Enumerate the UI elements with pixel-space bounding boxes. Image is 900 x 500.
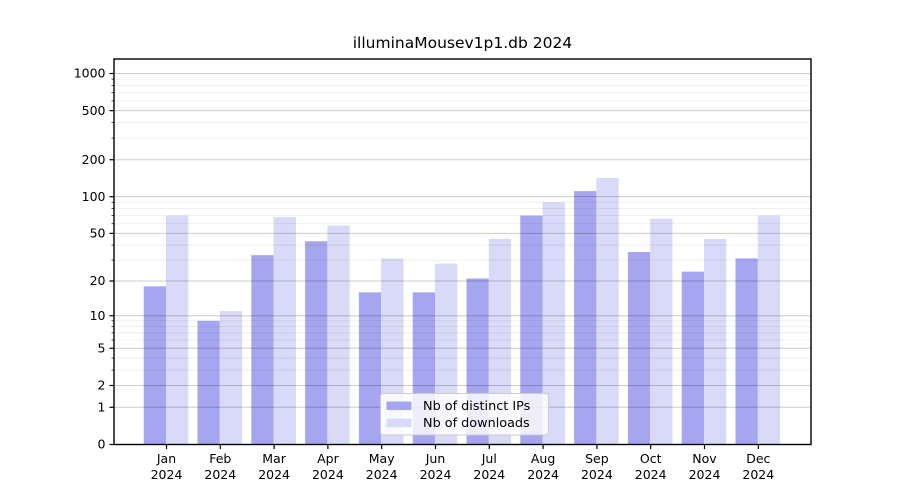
x-tick-label-year: 2024 — [312, 467, 344, 482]
bar-distinct-ips-sep — [574, 191, 597, 445]
bar-downloads-feb — [219, 311, 243, 445]
plot-frame — [113, 58, 812, 446]
y-tick-label: 20 — [90, 273, 106, 288]
x-tick-label-month: Nov — [692, 451, 717, 466]
x-tick-label-year: 2024 — [689, 467, 721, 482]
bar-downloads-oct — [650, 218, 673, 445]
x-tick-label-month: Dec — [746, 451, 770, 466]
y-tick-label: 0 — [98, 437, 106, 452]
x-tick-label-month: Feb — [209, 451, 231, 466]
bar-distinct-ips-oct — [627, 252, 651, 445]
bar-distinct-ips-dec — [735, 258, 758, 445]
x-tick-label-month: Jan — [156, 451, 176, 466]
x-tick-label-month: Apr — [317, 451, 339, 466]
x-tick-label-year: 2024 — [366, 467, 398, 482]
bar-distinct-ips-jan — [143, 286, 166, 445]
legend-label-distinct-ips: Nb of distinct IPs — [423, 399, 531, 414]
y-tick-label: 500 — [82, 103, 106, 118]
x-tick-label-year: 2024 — [635, 467, 667, 482]
y-tick-label: 5 — [98, 340, 106, 355]
bar-downloads-mar — [273, 217, 296, 445]
y-tick-label: 1000 — [74, 66, 106, 81]
bar-distinct-ips-may — [358, 292, 382, 445]
x-tick-label-year: 2024 — [581, 467, 613, 482]
x-tick-label-month: May — [369, 451, 395, 466]
bar-distinct-ips-apr — [305, 241, 328, 445]
bar-downloads-apr — [327, 225, 350, 445]
x-tick-label-year: 2024 — [258, 467, 290, 482]
legend-swatch-downloads — [386, 418, 412, 428]
y-tick-label: 2 — [98, 378, 106, 393]
y-tick-label: 10 — [90, 308, 106, 323]
x-tick-label-year: 2024 — [527, 467, 559, 482]
bar-distinct-ips-feb — [197, 320, 220, 445]
legend-box — [380, 393, 549, 436]
x-tick-label-month: Sep — [585, 451, 609, 466]
x-tick-label-year: 2024 — [742, 467, 774, 482]
y-tick-label: 100 — [82, 189, 106, 204]
x-tick-label-month: Jun — [425, 451, 446, 466]
bar-downloads-sep — [596, 177, 619, 445]
bar-downloads-nov — [704, 238, 727, 445]
y-tick-label: 50 — [90, 226, 106, 241]
legend-swatch-distinct-ips — [386, 401, 412, 411]
x-tick-label-month: Jul — [481, 451, 497, 466]
x-tick-label-month: Aug — [531, 451, 555, 466]
bar-distinct-ips-aug — [520, 215, 543, 445]
bar-distinct-ips-mar — [251, 255, 274, 445]
y-tick-label: 1 — [98, 399, 106, 414]
bar-distinct-ips-nov — [681, 271, 704, 445]
x-tick-label-month: Mar — [262, 451, 286, 466]
x-tick-label-month: Oct — [640, 451, 662, 466]
y-tick-label: 200 — [82, 152, 106, 167]
x-tick-label-year: 2024 — [151, 467, 183, 482]
x-tick-label-year: 2024 — [204, 467, 236, 482]
x-tick-label-year: 2024 — [420, 467, 452, 482]
bar-downloads-jan — [166, 215, 189, 445]
x-tick-label-year: 2024 — [473, 467, 505, 482]
chart-title: illuminaMousev1p1.db 2024 — [352, 34, 573, 52]
legend-label-downloads: Nb of downloads — [423, 416, 530, 431]
bar-downloads-aug — [542, 202, 565, 445]
bar-downloads-dec — [757, 215, 781, 445]
